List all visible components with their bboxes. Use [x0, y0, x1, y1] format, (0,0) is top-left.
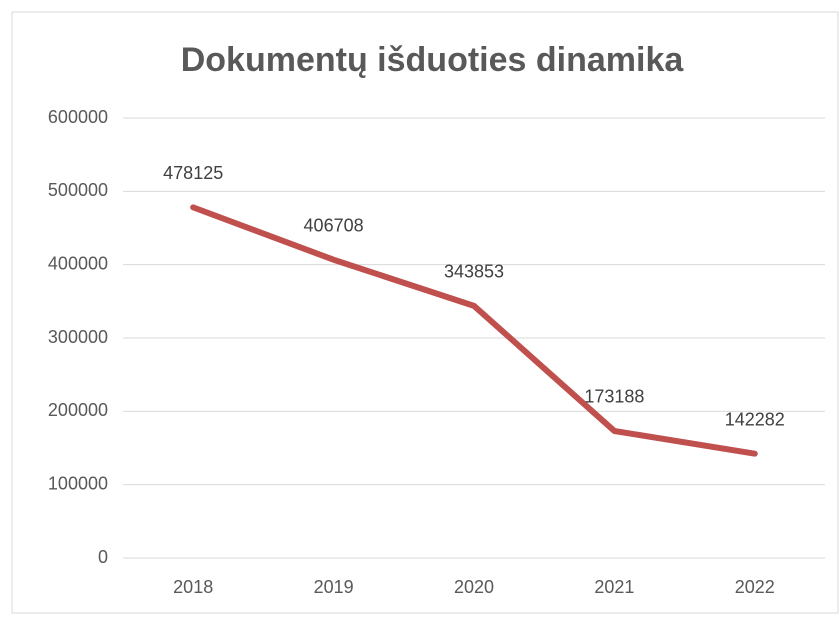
y-tick-label: 200000	[48, 400, 108, 420]
data-label: 478125	[163, 163, 223, 183]
data-label: 343853	[444, 262, 504, 282]
x-tick-label: 2018	[173, 577, 213, 597]
y-tick-label: 300000	[48, 327, 108, 347]
x-tick-label: 2019	[314, 577, 354, 597]
x-tick-label: 2021	[594, 577, 634, 597]
data-label: 142282	[725, 409, 785, 429]
data-line	[190, 204, 758, 457]
y-tick-label: 400000	[48, 253, 108, 273]
x-tick-label: 2022	[735, 577, 775, 597]
chart-border	[11, 11, 839, 614]
data-label: 173188	[584, 387, 644, 407]
x-tick-label: 2020	[454, 577, 494, 597]
data-label: 406708	[304, 215, 364, 235]
y-tick-label: 600000	[48, 107, 108, 127]
y-tick-label: 0	[98, 547, 108, 567]
y-tick-label: 500000	[48, 180, 108, 200]
chart-title: Dokumentų išduoties dinamika	[181, 41, 685, 79]
y-tick-label: 100000	[48, 473, 108, 493]
